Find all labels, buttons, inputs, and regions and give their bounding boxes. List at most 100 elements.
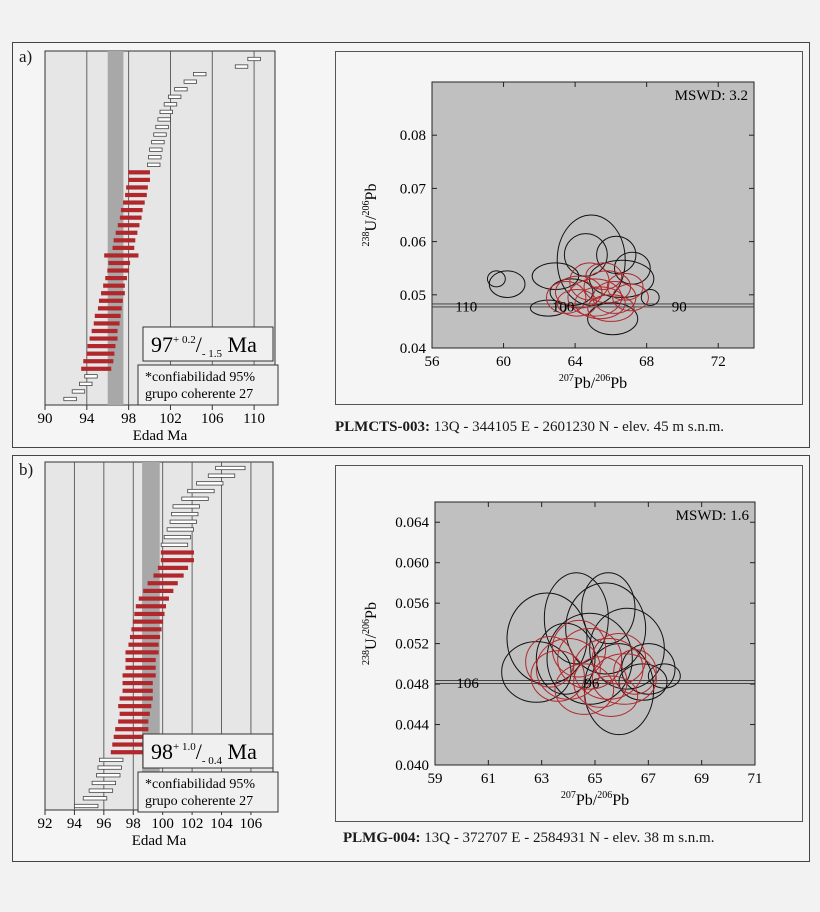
ellipse-group <box>435 572 755 736</box>
concordia-age-label: 90 <box>672 299 687 315</box>
error-ellipse-included <box>591 633 647 685</box>
age-error-bar-included <box>118 704 152 709</box>
age-error-bar-included <box>128 642 159 647</box>
age-error-bar-excluded <box>157 117 171 122</box>
age-error-bar-excluded <box>63 396 77 402</box>
error-ellipse-included <box>606 273 644 301</box>
age-error-bar-excluded <box>153 132 167 137</box>
mswd-label: MSWD: 1.6 <box>676 508 750 524</box>
age-error-bar-included <box>103 283 125 288</box>
age-result-box <box>142 733 274 769</box>
y-axis-label: 238U/206Pb <box>361 602 380 665</box>
age-result-text: 97+ 0.2/- 1.5 Ma <box>151 332 257 360</box>
age-error-bar-included <box>123 200 145 205</box>
error-ellipse-excluded <box>535 622 596 695</box>
x-tick-label: 59 <box>428 771 443 787</box>
age-error-bar-included <box>93 321 120 326</box>
y-tick-label: 0.040 <box>395 758 429 774</box>
age-error-bar-excluded <box>193 72 207 77</box>
error-ellipse-excluded <box>543 572 609 665</box>
error-ellipse-included <box>583 675 639 717</box>
age-error-bar-included <box>112 245 135 250</box>
age-tick-label: 98 <box>121 411 136 427</box>
x-tick-label: 64 <box>568 354 584 370</box>
age-error-bar-excluded <box>163 102 178 107</box>
panel-label-b: b) <box>19 460 34 479</box>
concordia-age-label: 106 <box>456 676 479 692</box>
age-error-bar-included <box>108 260 131 266</box>
age-tick-label: 96 <box>96 816 112 832</box>
concordia-frame-a: 56 60 64 68 72 0.04 0.05 0.06 0.07 0.08 110 100 90 MS… <box>335 51 803 405</box>
age-error-bar-included <box>160 558 194 563</box>
age-error-bar-excluded <box>171 511 199 517</box>
age-error-bar-included <box>110 750 144 755</box>
concordia-age-label: 100 <box>552 299 575 315</box>
age-tick-label: 106 <box>201 411 224 427</box>
error-ellipse-excluded <box>596 235 637 275</box>
age-error-bar-included <box>113 734 147 739</box>
age-error-bar-excluded <box>163 535 192 540</box>
age-error-bar-included <box>115 230 138 235</box>
y-tick-label: 0.064 <box>395 515 429 531</box>
age-error-bar-excluded <box>207 473 236 478</box>
age-error-bar-included <box>91 328 118 334</box>
y-tick-label: 0.06 <box>400 235 427 251</box>
age-error-bar-included <box>104 253 139 258</box>
age-error-bar-included <box>98 298 123 303</box>
age-error-bar-included <box>97 306 122 311</box>
caption-b-location: 13Q - 372707 E - 2584931 N - elev. 38 m … <box>420 830 715 846</box>
age-error-bar-excluded <box>88 788 114 793</box>
age-error-bar-included <box>134 611 165 617</box>
age-error-bar-included <box>107 268 130 273</box>
error-ellipse-included <box>573 656 628 708</box>
y-tick-label: 0.04 <box>400 341 427 357</box>
x-tick-label: 68 <box>639 354 654 370</box>
error-ellipse-excluded <box>486 270 506 288</box>
age-note-text: *confiabilidad 95% <box>145 370 255 385</box>
y-tick-label: 0.05 <box>400 288 426 304</box>
age-error-bar-excluded <box>71 389 86 394</box>
age-error-bar-excluded <box>183 79 197 84</box>
age-tick-label: 102 <box>159 411 182 427</box>
age-error-bar-excluded <box>79 381 93 386</box>
x-tick-label: 56 <box>425 354 441 370</box>
age-error-bar-included <box>119 696 153 701</box>
y-tick-label: 0.056 <box>395 596 429 612</box>
age-result-text: 98+ 1.0/- 0.4 Ma <box>151 739 257 767</box>
error-ellipse-included <box>574 286 626 320</box>
concordia-chart-b: 59 61 63 65 67 69 71 0.040 0.044 0.048 0.052 0.056 0… <box>361 501 763 809</box>
age-chart-a: 90 94 98 102 106 110 Edad Ma 97+ 0.2/- 1.5 Ma *c… <box>38 50 279 444</box>
age-error-bar-excluded <box>160 542 189 547</box>
age-result-box <box>142 326 274 362</box>
error-ellipse-included <box>554 663 615 715</box>
age-tick-label: 98 <box>126 816 141 832</box>
age-error-bar-included <box>117 223 140 228</box>
error-ellipse-included <box>545 281 587 314</box>
concordia-age-label: 96 <box>584 676 600 692</box>
age-error-bar-excluded <box>151 140 165 145</box>
error-ellipse-excluded <box>529 299 567 317</box>
age-error-bar-included <box>132 619 164 624</box>
age-error-bar-included <box>119 711 150 716</box>
age-error-bar-included <box>125 192 147 198</box>
age-notes-box <box>137 364 279 406</box>
x-tick-label: 67 <box>641 771 657 787</box>
age-error-bar-excluded <box>187 488 215 494</box>
age-error-bar-included <box>138 596 169 601</box>
age-error-bar-included <box>126 185 148 190</box>
error-ellipse-included <box>612 283 649 312</box>
x-tick-label: 63 <box>534 771 549 787</box>
age-error-bar-excluded <box>247 56 261 62</box>
age-error-bar-excluded <box>148 155 162 160</box>
age-error-bar-included <box>125 665 156 670</box>
y-tick-label: 0.07 <box>400 181 427 197</box>
age-tick-label: 102 <box>181 816 204 832</box>
error-ellipse-included <box>567 278 623 317</box>
caption-b: PLMG-004: 13Q - 372707 E - 2584931 N - e… <box>343 830 714 847</box>
age-error-bar-excluded <box>181 496 209 501</box>
y-axis-label: 238U/206Pb <box>361 184 380 247</box>
age-error-bar-excluded <box>155 124 169 130</box>
age-tick-label: 110 <box>243 411 265 427</box>
age-error-bar-included <box>87 344 116 349</box>
mswd-label: MSWD: 3.2 <box>675 88 748 104</box>
